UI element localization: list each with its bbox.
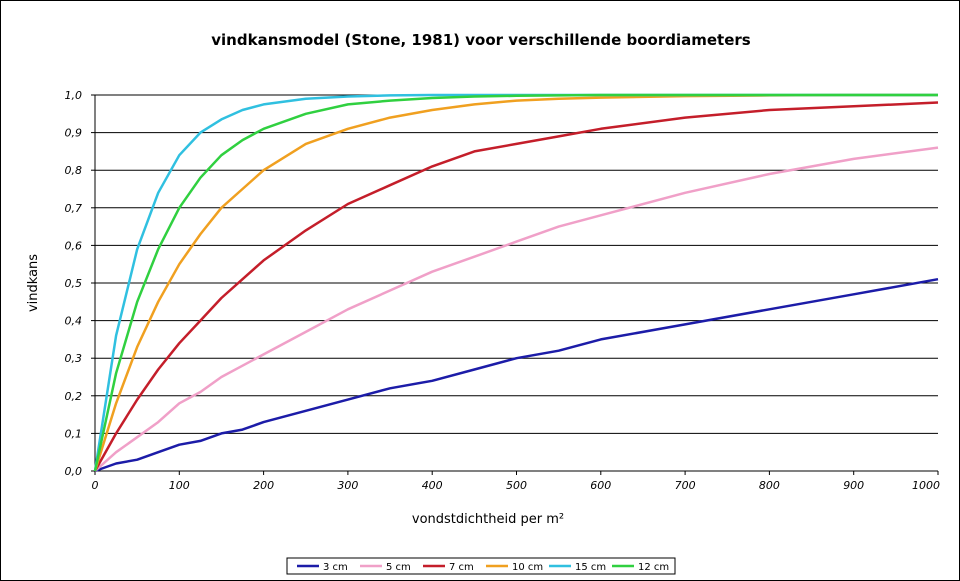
y-tick-label: 0,3: [65, 352, 83, 365]
y-tick-label: 0,2: [65, 390, 83, 403]
y-tick-label: 0,5: [65, 277, 83, 290]
legend-box: [286, 557, 676, 575]
series-line: [93, 101, 939, 472]
y-tick-label: 0,7: [65, 202, 83, 215]
x-tick-label: 0: [92, 479, 99, 492]
x-tick-label: 400: [422, 479, 443, 492]
y-tick-labels: 0,0 0,1 0,2 0,3 0,4 0,5 0,6 0,7 0,8 0,9 1,0: [65, 89, 83, 478]
series-line: [94, 277, 939, 473]
y-tick-label: 0,9: [65, 127, 83, 140]
y-tick-label: 0,4: [65, 315, 83, 328]
legend-label: 7 cm: [449, 562, 474, 573]
y-tick-label: 0,0: [65, 465, 83, 478]
x-tick-label: 300: [337, 479, 358, 492]
legend-label: 5 cm: [386, 562, 411, 573]
gridlines: [95, 94, 938, 434]
series-line: [94, 146, 939, 472]
x-tick-label: 700: [675, 479, 696, 492]
y-axis-label: vindkans: [26, 254, 41, 312]
x-axis-label: vondstdichtheid per m²: [412, 512, 564, 527]
legend: 3 cm 5 cm 7 cm 10 cm 15 cm 12 cm: [286, 557, 676, 575]
series-line: [93, 93, 938, 472]
x-tick-label: 900: [843, 479, 864, 492]
chart-title: vindkansmodel (Stone, 1981) voor verschi…: [211, 31, 751, 49]
x-tick-label: 200: [253, 479, 274, 492]
x-tick-label: 600: [590, 479, 611, 492]
x-tick-label: 100: [169, 479, 190, 492]
x-tick-label: 800: [759, 479, 780, 492]
x-tick-label: 500: [506, 479, 527, 492]
axes: [91, 94, 939, 475]
legend-label: 12 cm: [638, 562, 669, 573]
series-lines: [93, 93, 939, 473]
series-line: [93, 93, 938, 472]
y-tick-label: 0,1: [65, 427, 83, 440]
legend-label: 10 cm: [512, 562, 543, 573]
x-tick-label: 1000: [912, 479, 940, 492]
y-tick-label: 0,8: [65, 164, 83, 177]
legend-label: 3 cm: [323, 562, 348, 573]
legend-label: 15 cm: [575, 562, 606, 573]
y-tick-label: 0,6: [65, 239, 83, 252]
y-tick-label: 1,0: [65, 89, 83, 102]
x-tick-labels: 0 100 200 300 400 500 600 700 800 900 1000: [92, 479, 941, 492]
